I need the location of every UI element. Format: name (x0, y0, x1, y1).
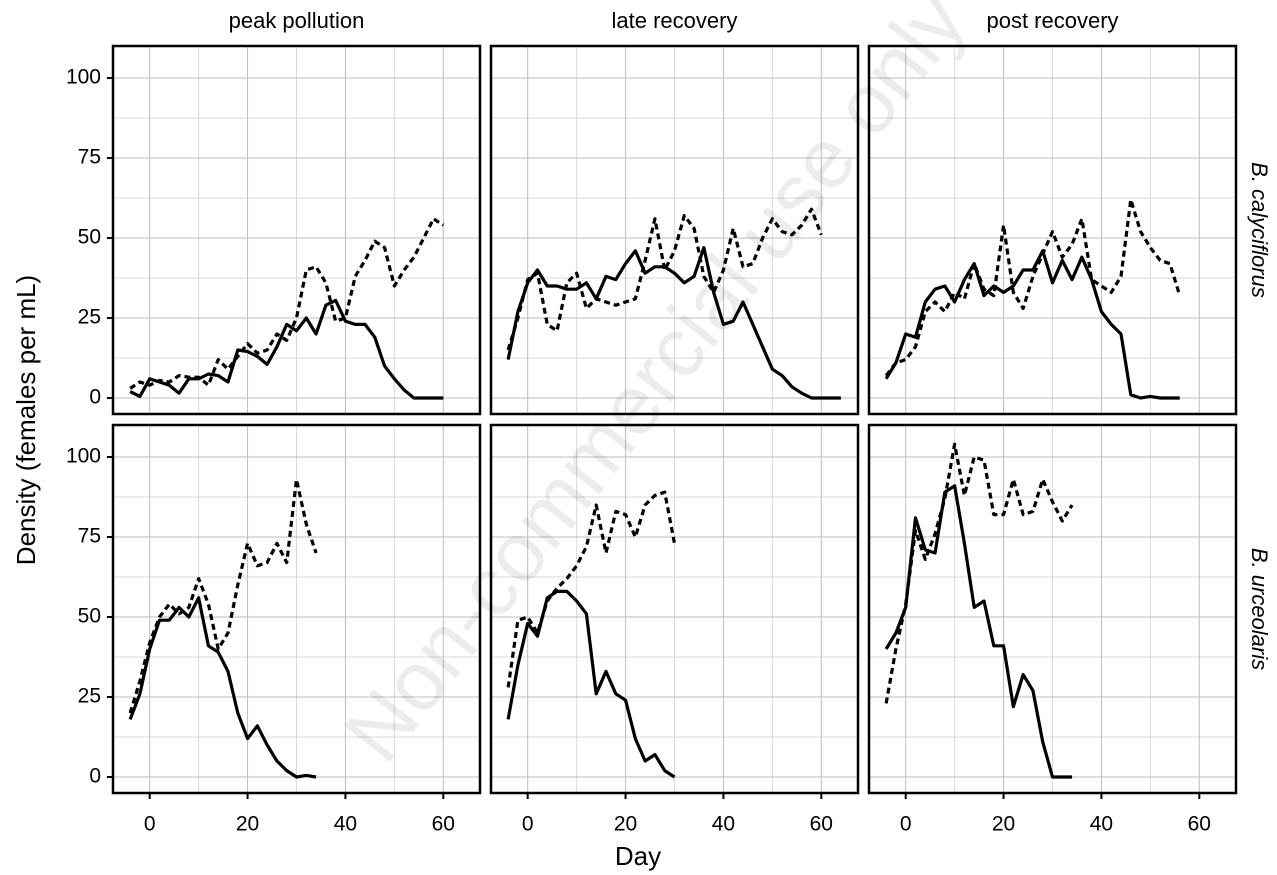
series-line (506, 490, 677, 688)
series-line (884, 249, 1180, 400)
series-line (884, 198, 1182, 377)
series-line (884, 442, 1074, 704)
series-line (884, 484, 1073, 779)
column-title: peak pollution (229, 8, 365, 33)
row-title: B. calyciflorus (1247, 162, 1272, 298)
column-title: late recovery (612, 8, 738, 33)
x-tick-label: 20 (236, 813, 259, 836)
panel-frame (867, 44, 1238, 416)
x-tick-label: 40 (1090, 813, 1113, 836)
series-line (129, 298, 444, 400)
y-axis-label: Density (females per mL) (11, 275, 41, 565)
panel-frame (111, 44, 482, 416)
y-tick-label: 50 (78, 226, 101, 249)
y-tick-label: 50 (78, 605, 101, 628)
series-line (506, 246, 841, 400)
x-tick-label: 0 (522, 813, 534, 836)
column-title: post recovery (986, 8, 1118, 33)
series-line (506, 207, 823, 351)
y-tick-label: 0 (89, 386, 101, 409)
x-tick-label: 20 (614, 813, 637, 836)
series-line (128, 477, 318, 714)
panel-frame (489, 44, 860, 416)
y-tick-label: 25 (78, 306, 101, 329)
panel-frame (867, 423, 1238, 795)
x-tick-label: 0 (144, 813, 156, 836)
series-line (129, 217, 445, 390)
panel-frame (489, 423, 860, 795)
y-tick-label: 75 (78, 525, 101, 548)
series-line (506, 589, 676, 779)
x-tick-label: 20 (992, 813, 1015, 836)
x-tick-label: 40 (712, 813, 735, 836)
x-axis-label: Day (615, 841, 661, 871)
y-tick-label: 75 (78, 146, 101, 169)
x-tick-label: 60 (1188, 813, 1211, 836)
x-tick-label: 60 (810, 813, 833, 836)
x-tick-label: 40 (334, 813, 357, 836)
x-tick-label: 60 (432, 813, 455, 836)
row-title: B. urceolaris (1247, 548, 1272, 670)
panel-frame (111, 423, 482, 795)
y-tick-label: 100 (66, 445, 101, 468)
y-tick-label: 25 (78, 685, 101, 708)
series-line (128, 596, 317, 779)
y-tick-label: 0 (89, 765, 101, 788)
y-tick-label: 100 (66, 66, 101, 89)
x-tick-label: 0 (900, 813, 912, 836)
